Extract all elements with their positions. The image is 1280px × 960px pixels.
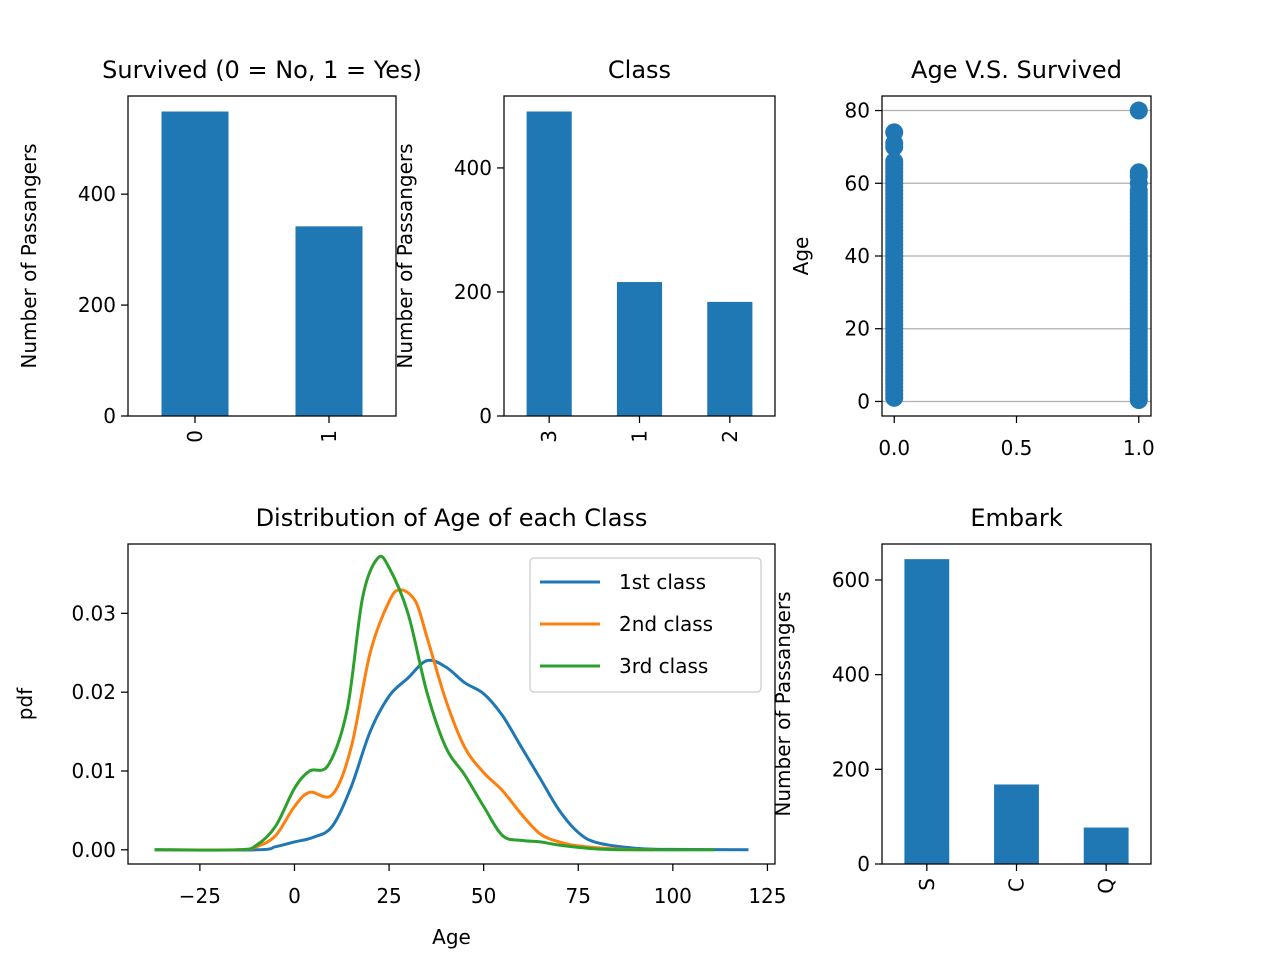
series-line-1: [154, 658, 749, 852]
chart-age-distribution: −25 0 25 50 75 100 125 0.00 0.01 0.02 0.03 Distribu…: [13, 504, 787, 949]
y-tick-label: 80: [845, 99, 870, 123]
x-tick-label: 50: [471, 884, 496, 908]
chart-title: Class: [608, 56, 671, 84]
chart-title: Distribution of Age of each Class: [256, 504, 648, 532]
y-tick-label: 200: [832, 757, 870, 781]
chart-title: Embark: [970, 504, 1062, 532]
y-tick-label: 0.02: [71, 680, 116, 704]
y-tick-label: 0.00: [71, 838, 116, 862]
legend-box: [529, 557, 762, 693]
chart-title: Survived (0 = No, 1 = Yes): [102, 56, 422, 84]
x-tick-label: 25: [376, 884, 401, 908]
x-tick-label: −25: [179, 884, 221, 908]
x-tick-label: 0: [288, 884, 301, 908]
y-tick-label: 0: [857, 852, 870, 876]
y-axis-label: Age: [789, 237, 813, 276]
bar: [1083, 827, 1129, 864]
y-tick-label: 0: [857, 389, 870, 413]
axes-frame: [881, 95, 1152, 417]
series-line-3: [154, 554, 715, 852]
x-tick-label: 3: [537, 430, 561, 443]
series-line-2: [158, 588, 654, 852]
chart-class: 3 1 2 0 200 400 Class Number of Passangers: [393, 56, 776, 443]
scatter-point: [1129, 163, 1148, 182]
x-tick-label: 0.0: [878, 436, 910, 460]
axes-frame: [503, 95, 776, 417]
x-tick-label: 0.5: [1001, 436, 1033, 460]
x-tick-label: S: [915, 878, 939, 891]
y-tick-label: 400: [832, 663, 870, 687]
x-tick-label: 1: [628, 430, 652, 443]
bar: [707, 301, 753, 416]
x-tick-label: 125: [748, 884, 786, 908]
y-tick-label: 20: [845, 317, 870, 341]
legend-label: 1st class: [619, 570, 706, 594]
y-tick-label: 0.03: [71, 601, 116, 625]
legend-label: 2nd class: [619, 612, 713, 636]
legend-label: 3rd class: [619, 654, 708, 678]
x-tick-label: 1.0: [1123, 436, 1155, 460]
axes-frame: [881, 543, 1152, 865]
bar: [616, 282, 663, 416]
y-axis-label: pdf: [13, 687, 37, 720]
chart-title: Age V.S. Survived: [911, 56, 1122, 84]
axes-frame: [127, 95, 397, 417]
x-tick-label: Q: [1094, 878, 1118, 894]
y-axis-label: Number of Passangers: [393, 143, 417, 368]
y-tick-label: 0.01: [71, 759, 116, 783]
x-tick-label: 1: [317, 430, 341, 443]
x-tick-label: C: [1005, 878, 1029, 892]
y-axis-label: Number of Passangers: [771, 591, 795, 816]
y-tick-label: 60: [845, 171, 870, 195]
bar: [904, 559, 950, 864]
y-tick-label: 200: [78, 293, 116, 317]
bar: [526, 111, 572, 416]
y-tick-label: 600: [832, 568, 870, 592]
scatter-point: [885, 123, 904, 142]
y-tick-label: 40: [845, 244, 870, 268]
bar: [295, 226, 363, 416]
y-tick-label: 400: [454, 156, 492, 180]
x-tick-label: 0: [183, 430, 207, 443]
y-tick-label: 0: [479, 404, 492, 428]
y-tick-label: 400: [78, 182, 116, 206]
y-axis-label: Number of Passangers: [17, 143, 41, 368]
axes-frame: [127, 543, 776, 865]
bar: [994, 784, 1039, 864]
scatter-point: [1129, 101, 1148, 120]
bar: [161, 111, 229, 416]
chart-age-vs-survived: 0 20 40 60 80 0.0 0.5 1.0 Age V.S. Survived Age: [789, 56, 1155, 460]
y-tick-label: 0: [103, 404, 116, 428]
x-axis-label: Age: [432, 925, 471, 949]
scatter-point: [885, 152, 904, 171]
chart-embark: S C Q 0 200 400 600 Embark Number of Passangers: [771, 504, 1152, 894]
y-tick-label: 200: [454, 280, 492, 304]
chart-survived: 0 1 0 200 400 Survived (0 = No, 1 = Yes) Numbe…: [17, 56, 422, 443]
x-tick-label: 75: [566, 884, 591, 908]
x-tick-label: 2: [718, 430, 742, 443]
x-tick-label: 100: [654, 884, 692, 908]
